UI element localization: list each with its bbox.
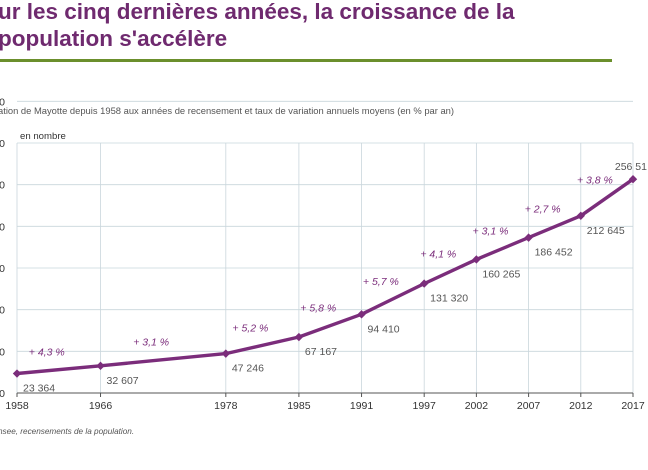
data-point-marker	[628, 175, 638, 184]
data-point-marker	[419, 279, 429, 288]
slide-title: ur les cinq dernières années, la croissa…	[0, 0, 515, 51]
data-point-marker	[96, 361, 105, 371]
growth-rate-label: + 3,1 %	[133, 337, 169, 349]
y-tick-label: 00	[0, 346, 5, 358]
value-label: 131 320	[430, 293, 468, 305]
y-tick-label: 0	[0, 388, 5, 400]
value-label: 212 645	[587, 225, 625, 237]
value-label: 47 246	[232, 363, 264, 375]
y-unit-label: en nombre	[20, 131, 66, 142]
x-tick-label: 1978	[214, 400, 238, 412]
y-tick-label: 00	[0, 180, 5, 192]
growth-rate-label: + 4,1 %	[420, 249, 456, 261]
growth-rate-label: + 5,8 %	[300, 303, 336, 315]
chart-subtitle: ation de Mayotte depuis 1958 aux années …	[0, 105, 454, 116]
growth-rate-label: + 2,7 %	[525, 204, 561, 216]
x-tick-label: 2007	[517, 400, 541, 412]
data-point-marker	[357, 310, 366, 319]
x-tick-label: 1958	[5, 400, 29, 412]
value-label: 67 167	[305, 346, 337, 358]
y-tick-label: 00	[0, 96, 5, 108]
y-tick-label: 00	[0, 263, 5, 275]
population-series-line	[15, 177, 635, 376]
value-label: 32 607	[107, 375, 139, 387]
data-point-marker	[472, 255, 481, 264]
value-label: 160 265	[482, 268, 520, 280]
label-layer: 23 364 32 607 47 246 67 167 94 410 131 320 160…	[23, 161, 647, 394]
data-point-marker	[524, 233, 533, 242]
value-label: 256 51	[615, 161, 647, 173]
value-label: 186 452	[535, 247, 573, 259]
value-label: 23 364	[23, 383, 55, 395]
x-tick-label: 1991	[350, 400, 374, 412]
line-layer	[12, 175, 638, 378]
data-point-marker	[576, 211, 585, 220]
x-tick-label: 2002	[465, 400, 489, 412]
y-tick-label: 00	[0, 138, 5, 150]
data-point-marker	[221, 349, 231, 358]
growth-rate-label: + 5,7 %	[363, 276, 399, 288]
x-tick-label: 1997	[413, 400, 437, 412]
growth-rate-label: + 5,2 %	[232, 322, 268, 334]
data-point-marker	[294, 332, 304, 342]
y-tick-label: 00	[0, 221, 5, 233]
data-point-marker	[12, 369, 22, 378]
growth-rate-label: + 4,3 %	[29, 347, 65, 359]
x-tick-label: 1966	[89, 400, 113, 412]
chart-source: nsee, recensements de la population.	[0, 427, 134, 436]
x-tick-label: 2017	[621, 400, 645, 412]
growth-rate-label: + 3,1 %	[473, 226, 509, 238]
axis-layer: 0000000000000001958196619781985199119972…	[0, 96, 645, 412]
x-tick-label: 2012	[569, 400, 593, 412]
growth-rate-label: + 3,8 %	[577, 175, 613, 187]
y-tick-label: 00	[0, 305, 5, 317]
x-tick-label: 1985	[287, 400, 311, 412]
value-label: 94 410	[368, 323, 400, 335]
title-rule	[0, 59, 612, 62]
